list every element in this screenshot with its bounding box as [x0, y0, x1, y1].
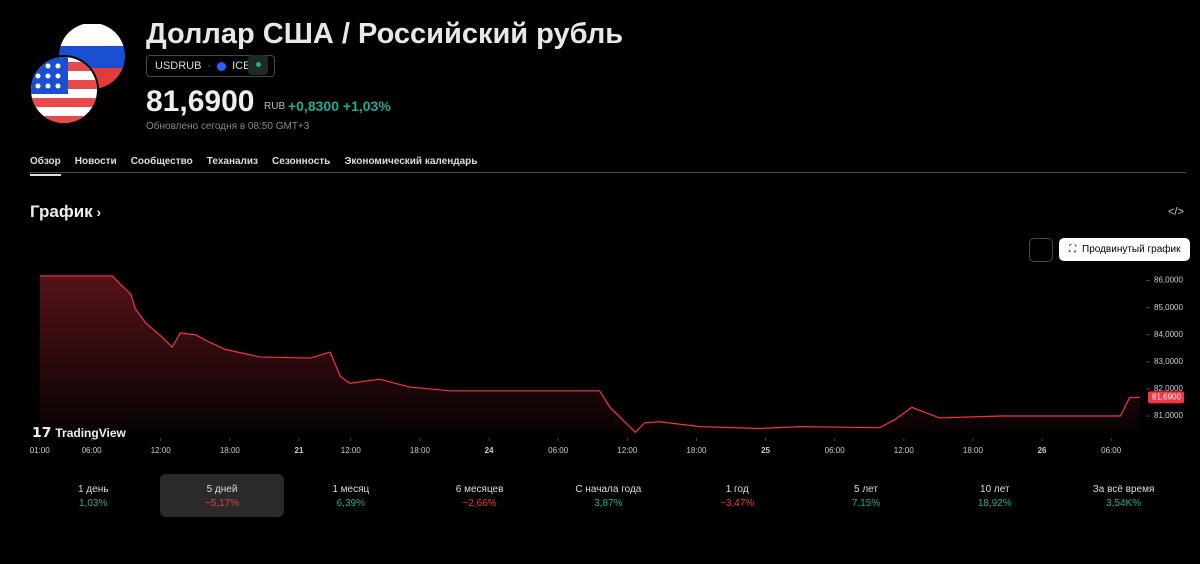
- snapshot-button[interactable]: [1029, 238, 1053, 262]
- advanced-text: Продвинутый график: [1082, 244, 1181, 255]
- period-name: 5 дней: [206, 484, 238, 495]
- tabs: Обзор Новости Сообщество Теханализ Сезонност…: [30, 156, 477, 176]
- period[interactable]: 1 день 1,03%: [31, 474, 155, 517]
- x-tick-label: 18:00: [410, 446, 431, 455]
- tab[interactable]: Обзор: [30, 156, 61, 176]
- section-title[interactable]: График ›: [30, 202, 102, 221]
- price: 81,6900: [146, 85, 255, 118]
- section-text: График: [30, 202, 93, 221]
- period-name: За всё время: [1092, 484, 1155, 495]
- period-change: 3,54K%: [1106, 498, 1142, 509]
- x-tick-label: 01:00: [30, 446, 51, 455]
- period[interactable]: 5 лет 7,15%: [804, 474, 928, 517]
- period-change: 7,15%: [851, 498, 881, 509]
- period-change: −5,17%: [204, 498, 240, 509]
- symbol: USDRUB: [155, 60, 202, 72]
- tab[interactable]: Сообщество: [130, 156, 193, 167]
- y-tick-label: 83,0000: [1154, 357, 1183, 366]
- period[interactable]: 1 год −3,47%: [675, 474, 799, 517]
- period-change: 18,92%: [977, 498, 1012, 509]
- x-tick-label: 24: [485, 446, 494, 455]
- tab[interactable]: Новости: [74, 156, 117, 167]
- period-name: С начала года: [575, 484, 642, 495]
- period-name: 1 год: [725, 484, 749, 495]
- period[interactable]: За всё время 3,54K%: [1062, 474, 1186, 517]
- period-change: −2,66%: [462, 498, 497, 509]
- period[interactable]: 1 месяц 6,39%: [289, 474, 413, 517]
- y-tick-label: 81,0000: [1154, 411, 1183, 420]
- divider: [30, 172, 1186, 173]
- y-tick-label: 85,0000: [1154, 303, 1183, 312]
- x-tick-label: 12:00: [617, 446, 638, 455]
- period-change: 1,03%: [79, 498, 108, 509]
- exchange: ICE: [232, 60, 251, 72]
- line: [39, 275, 1141, 434]
- watermark: 𝟭𝟳 TradingView: [32, 424, 126, 440]
- tab[interactable]: Сезонность: [272, 156, 331, 167]
- status: [248, 55, 268, 75]
- x-tick-label: 06:00: [82, 446, 103, 455]
- period-name: 1 месяц: [332, 484, 370, 495]
- change: +0,8300 +1,03%: [288, 98, 391, 114]
- x-tick-label: 18:00: [220, 446, 241, 455]
- x-tick-label: 06:00: [548, 446, 569, 455]
- currency: RUB: [264, 101, 286, 112]
- title: Доллар США / Российский рубль: [146, 18, 624, 50]
- x-tick-label: 12:00: [341, 446, 362, 455]
- chart: 81,0000 82,0000 83,0000 84,0000 85,0000 86,00…: [30, 275, 1184, 455]
- price-marker: [1148, 391, 1184, 404]
- x-tick-label: 12:00: [151, 446, 172, 455]
- tab[interactable]: Экономический календарь: [344, 156, 478, 167]
- y-tick-label: 84,0000: [1154, 330, 1183, 339]
- x-tick-label: 21: [295, 446, 304, 455]
- period-change: 3,87%: [594, 498, 623, 509]
- x-tick-label: 06:00: [1101, 446, 1122, 455]
- y-tick-label: 82,0000: [1154, 384, 1183, 393]
- advanced-chart-button[interactable]: ⛶ Продвинутый график: [1059, 238, 1191, 261]
- period-name: 10 лет: [980, 484, 1010, 495]
- symbol-chip[interactable]: USDRUB·ICE⌄: [146, 55, 275, 77]
- period-name: 5 лет: [854, 484, 878, 495]
- period-name: 1 день: [77, 484, 109, 495]
- period[interactable]: 10 лет 18,92%: [933, 474, 1057, 517]
- period[interactable]: 6 месяцев −2,66%: [418, 474, 542, 517]
- tab[interactable]: Теханализ: [206, 156, 259, 167]
- watermark-text: TradingView: [55, 426, 126, 440]
- y-tick-label: 86,0000: [1154, 276, 1183, 285]
- period[interactable]: С начала года 3,87%: [546, 474, 670, 517]
- area: [39, 275, 1141, 435]
- change-abs: +0,8300: [288, 98, 339, 114]
- period-change: 6,39%: [336, 498, 365, 509]
- x-tick-label: 26: [1038, 446, 1047, 455]
- embed-button[interactable]: </>: [1168, 206, 1184, 218]
- change-pct: +1,03%: [342, 98, 391, 114]
- x-tick-label: 18:00: [963, 446, 984, 455]
- period-change: −3,47%: [720, 498, 755, 509]
- period-name: 6 месяцев: [455, 484, 504, 495]
- x-tick-label: 18:00: [686, 446, 707, 455]
- x-tick-label: 06:00: [825, 446, 846, 455]
- period[interactable]: 5 дней −5,17%: [160, 474, 284, 517]
- price-marker-label: 81,6900: [1152, 392, 1181, 401]
- x-tick-label: 12:00: [894, 446, 915, 455]
- x-tick-label: 25: [761, 446, 770, 455]
- currency-flags: [29, 24, 125, 125]
- updated: Обновлено сегодня в 08:50 GMT+3: [146, 121, 310, 132]
